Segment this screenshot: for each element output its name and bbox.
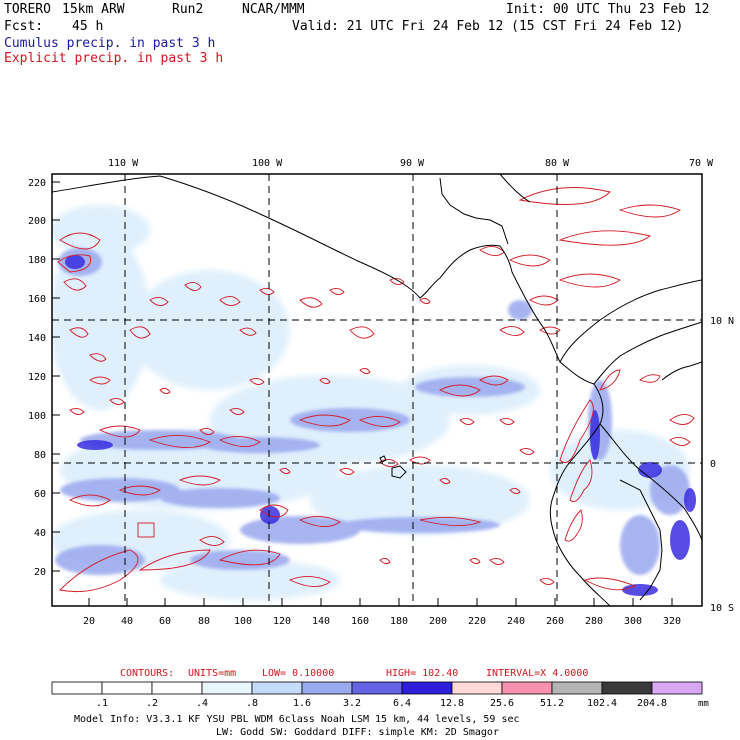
colorbar-swatch bbox=[301, 681, 353, 695]
lat-labels: 10 N 0 10 S bbox=[710, 316, 734, 614]
colorbar-label: 51.2 bbox=[540, 698, 564, 709]
colorbar-swatch bbox=[251, 681, 303, 695]
x-tick-labels: 20 40 60 80 100 120 140 160 180 200 220 … bbox=[83, 616, 681, 627]
x-tick-label: 120 bbox=[273, 616, 291, 627]
model-info-line: Model Info: V3.3.1 KF YSU PBL WDM 6class… bbox=[74, 714, 520, 725]
y-tick-label: 160 bbox=[28, 294, 46, 305]
colorbar-swatch bbox=[101, 681, 153, 695]
colorbar-label: 3.2 bbox=[343, 698, 361, 709]
footer-info: Model Info: V3.3.1 KF YSU PBL WDM 6class… bbox=[74, 714, 520, 738]
y-tick-label: 180 bbox=[28, 255, 46, 266]
colorbar-swatch bbox=[551, 681, 603, 695]
interval-label: INTERVAL=X 4.0000 bbox=[486, 668, 588, 679]
model-name: TORERO bbox=[4, 2, 51, 17]
x-tick-label: 300 bbox=[624, 616, 642, 627]
x-tick-label: 140 bbox=[312, 616, 330, 627]
x-tick-label: 320 bbox=[663, 616, 681, 627]
colorbar-label: 1.6 bbox=[293, 698, 311, 709]
contour-info: CONTOURS: UNITS=mm LOW= 0.10000 HIGH= 10… bbox=[120, 668, 588, 679]
y-tick-label: 220 bbox=[28, 178, 46, 189]
low-label: LOW= 0.10000 bbox=[262, 668, 334, 679]
colorbar-swatch bbox=[151, 681, 203, 695]
colorbar-swatch bbox=[601, 681, 653, 695]
lon-label-70w: 70 W bbox=[689, 158, 714, 169]
run-label: Run2 bbox=[172, 2, 204, 17]
colorbar-label: 25.6 bbox=[490, 698, 514, 709]
x-tick-label: 200 bbox=[429, 616, 447, 627]
fcst-value: 45 h bbox=[72, 19, 104, 34]
colorbar-swatch bbox=[201, 681, 253, 695]
colorbar-swatch bbox=[451, 681, 503, 695]
x-tick-label: 20 bbox=[83, 616, 95, 627]
x-tick-label: 280 bbox=[585, 616, 603, 627]
contours-label: CONTOURS: bbox=[120, 668, 174, 679]
colorbar-label: 204.8 bbox=[637, 698, 667, 709]
x-tick-label: 260 bbox=[546, 616, 564, 627]
x-tick-label: 60 bbox=[159, 616, 171, 627]
map-frame bbox=[51, 173, 703, 607]
tick-marks bbox=[52, 181, 673, 606]
cumulus-precip-label: Cumulus precip. in past 3 h bbox=[4, 36, 216, 51]
grid-lines bbox=[52, 174, 702, 606]
cumulus-precip-heavy bbox=[65, 255, 696, 596]
lat-label-0: 0 bbox=[710, 459, 716, 470]
physics-info-line: LW: Godd SW: Goddard DIFF: simple KM: 2D… bbox=[216, 727, 499, 738]
y-tick-labels: 220 200 180 160 140 120 100 80 60 40 20 bbox=[28, 178, 46, 578]
explicit-precip-contours bbox=[57, 187, 695, 593]
colorbar-label: .2 bbox=[146, 698, 158, 709]
high-label: HIGH= 102.40 bbox=[386, 668, 458, 679]
resolution-label: 15km ARW bbox=[62, 2, 125, 17]
units-label: UNITS=mm bbox=[188, 668, 236, 679]
lon-labels: 110 W 100 W 90 W 80 W 70 W bbox=[108, 158, 714, 169]
colorbar-swatch bbox=[501, 681, 553, 695]
fcst-label: Fcst: bbox=[4, 19, 44, 34]
colorbar-label: 6.4 bbox=[393, 698, 411, 709]
y-tick-label: 200 bbox=[28, 216, 46, 227]
y-tick-label: 100 bbox=[28, 411, 46, 422]
colorbar-label: 12.8 bbox=[440, 698, 464, 709]
lon-label-80w: 80 W bbox=[545, 158, 570, 169]
y-tick-label: 120 bbox=[28, 372, 46, 383]
explicit-precip-label: Explicit precip. in past 3 h bbox=[4, 51, 224, 66]
colorbar-swatch bbox=[401, 681, 453, 695]
lon-label-100w: 100 W bbox=[252, 158, 283, 169]
init-time: Init: 00 UTC Thu 23 Feb 12 bbox=[506, 2, 710, 17]
lon-label-90w: 90 W bbox=[400, 158, 425, 169]
x-tick-label: 220 bbox=[468, 616, 486, 627]
colorbar-label: 102.4 bbox=[587, 698, 617, 709]
x-tick-label: 40 bbox=[121, 616, 133, 627]
y-tick-label: 40 bbox=[34, 528, 46, 539]
x-tick-label: 180 bbox=[390, 616, 408, 627]
colorbar-swatch bbox=[651, 681, 703, 695]
y-tick-label: 140 bbox=[28, 333, 46, 344]
y-tick-label: 80 bbox=[34, 450, 46, 461]
x-tick-label: 160 bbox=[351, 616, 369, 627]
x-tick-label: 100 bbox=[234, 616, 252, 627]
colorbar-label: .8 bbox=[246, 698, 258, 709]
x-tick-label: 240 bbox=[507, 616, 525, 627]
colorbar-label: .4 bbox=[196, 698, 208, 709]
y-tick-label: 20 bbox=[34, 567, 46, 578]
colorbar-swatch bbox=[351, 681, 403, 695]
x-tick-label: 80 bbox=[198, 616, 210, 627]
coastlines bbox=[52, 174, 702, 606]
valid-time: Valid: 21 UTC Fri 24 Feb 12 (15 CST Fri … bbox=[292, 19, 684, 34]
y-tick-label: 60 bbox=[34, 489, 46, 500]
colorbar-unit: mm bbox=[698, 699, 709, 709]
colorbar-swatch bbox=[51, 681, 103, 695]
org-label: NCAR/MMM bbox=[242, 2, 305, 17]
colorbar bbox=[51, 681, 703, 695]
lon-label-110w: 110 W bbox=[108, 158, 139, 169]
lat-label-10n: 10 N bbox=[710, 316, 734, 327]
lat-label-10s: 10 S bbox=[710, 603, 734, 614]
colorbar-labels: .1 .2 .4 .8 1.6 3.2 6.4 12.8 25.6 51.2 102.4 204.8 bbox=[96, 698, 667, 709]
colorbar-label: .1 bbox=[96, 698, 108, 709]
